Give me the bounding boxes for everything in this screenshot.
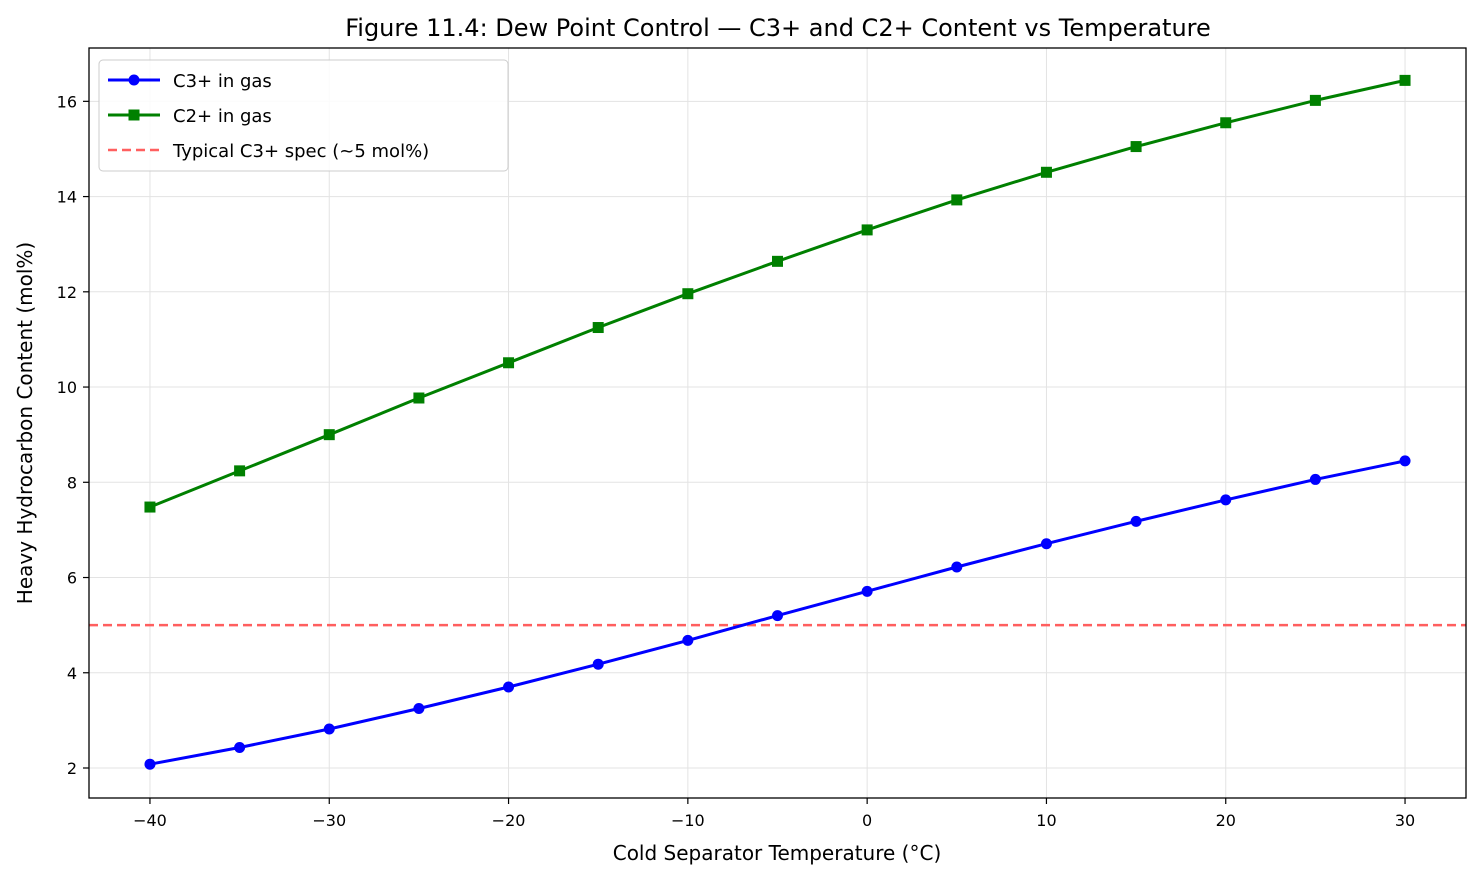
- data-point-c3: [1220, 494, 1232, 506]
- data-point-c3: [772, 610, 783, 622]
- data-point-c2: [772, 255, 783, 267]
- x-tick-label: −30: [312, 811, 346, 830]
- data-point-c3: [234, 742, 246, 754]
- data-point-c2: [1399, 74, 1411, 86]
- data-point-c3: [323, 723, 335, 735]
- data-point-c3: [1040, 538, 1052, 550]
- y-tick-label: 12: [57, 283, 77, 302]
- data-point-c3: [1399, 455, 1411, 467]
- y-axis-label: Heavy Hydrocarbon Content (mol%): [13, 242, 37, 604]
- data-point-c3: [1130, 515, 1142, 527]
- data-point-c2: [592, 322, 604, 334]
- x-tick-label: −10: [671, 811, 705, 830]
- y-tick-label: 2: [67, 759, 77, 778]
- data-point-c2: [144, 501, 156, 513]
- data-point-c3: [592, 658, 604, 670]
- y-tick-label: 14: [57, 188, 77, 207]
- legend: C3+ in gas C2+ in gas Typical C3+ spec (…: [98, 59, 509, 172]
- y-axis: 2 4 6 8 10 12 14 16: [57, 92, 89, 778]
- legend-label-c2: C2+ in gas: [173, 106, 272, 127]
- legend-marker-c2: [128, 109, 140, 121]
- data-point-c2: [323, 429, 335, 441]
- x-axis: −40 −30 −20 −10 0 10 20 30: [133, 798, 1415, 830]
- data-point-c2: [503, 357, 515, 369]
- data-point-c2: [951, 194, 963, 206]
- data-point-c3: [861, 585, 873, 597]
- y-tick-label: 10: [57, 378, 77, 397]
- grid-lines: [89, 48, 1466, 798]
- legend-marker-c3: [128, 74, 140, 86]
- x-tick-label: −20: [492, 811, 526, 830]
- y-tick-label: 16: [57, 92, 77, 111]
- data-point-c2: [234, 465, 246, 477]
- x-tick-label: −40: [133, 811, 167, 830]
- plot-frame: [88, 47, 1467, 799]
- data-point-c3: [951, 561, 963, 573]
- legend-label-spec: Typical C3+ spec (~5 mol%): [172, 141, 429, 162]
- x-tick-label: 0: [862, 811, 872, 830]
- data-point-c3: [682, 634, 694, 646]
- data-point-c2: [1220, 117, 1232, 129]
- data-point-c3: [144, 758, 156, 770]
- y-tick-label: 6: [67, 569, 77, 588]
- x-tick-label: 20: [1216, 811, 1236, 830]
- y-tick-label: 4: [67, 664, 77, 683]
- data-point-c3: [503, 681, 515, 693]
- data-point-c2: [1130, 141, 1142, 153]
- x-tick-label: 10: [1036, 811, 1056, 830]
- series-lines: [144, 74, 1411, 770]
- data-point-c2: [413, 392, 425, 404]
- legend-label-c3: C3+ in gas: [173, 71, 272, 92]
- data-point-c2: [682, 288, 694, 300]
- data-point-c2: [1040, 166, 1052, 178]
- legend-box: [98, 59, 509, 172]
- data-point-c3: [1309, 473, 1321, 485]
- data-point-c3: [413, 702, 425, 714]
- y-tick-label: 8: [67, 473, 77, 492]
- data-point-c2: [861, 224, 873, 236]
- data-point-c2: [1309, 94, 1321, 106]
- x-tick-label: 30: [1395, 811, 1415, 830]
- chart-title: Figure 11.4: Dew Point Control — C3+ and…: [345, 14, 1211, 42]
- x-axis-label: Cold Separator Temperature (°C): [613, 841, 942, 865]
